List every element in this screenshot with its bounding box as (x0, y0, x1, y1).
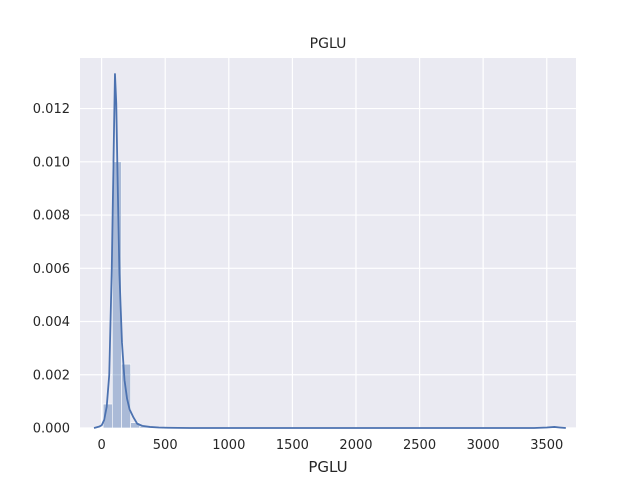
y-tick-label: 0.006 (33, 262, 70, 277)
x-tick-label: 3000 (467, 438, 500, 453)
kde-density-line (93, 73, 566, 429)
y-tick-label: 0.002 (33, 368, 70, 383)
x-tick-label: 1000 (212, 438, 245, 453)
y-tick-label: 0.004 (33, 315, 70, 330)
x-tick-labels: 0 500 1000 1500 2000 2500 3000 3500 (97, 438, 563, 453)
chart-title: PGLU (310, 36, 347, 52)
grid-lines (80, 58, 576, 429)
y-tick-labels: 0.000 0.002 0.004 0.006 0.008 0.010 0.012 (33, 102, 70, 436)
x-axis-label: PGLU (308, 458, 347, 476)
x-tick-label: 1500 (276, 438, 309, 453)
y-tick-label: 0.012 (33, 102, 70, 117)
x-tick-label: 0 (97, 438, 105, 453)
plot-background (80, 58, 576, 428)
x-tick-label: 500 (153, 438, 178, 453)
y-tick-label: 0.010 (33, 155, 70, 170)
y-tick-label: 0.000 (33, 422, 70, 437)
x-tick-label: 3500 (530, 438, 563, 453)
x-tick-label: 2000 (339, 438, 372, 453)
x-tick-label: 2500 (403, 438, 436, 453)
y-tick-label: 0.008 (33, 209, 70, 224)
